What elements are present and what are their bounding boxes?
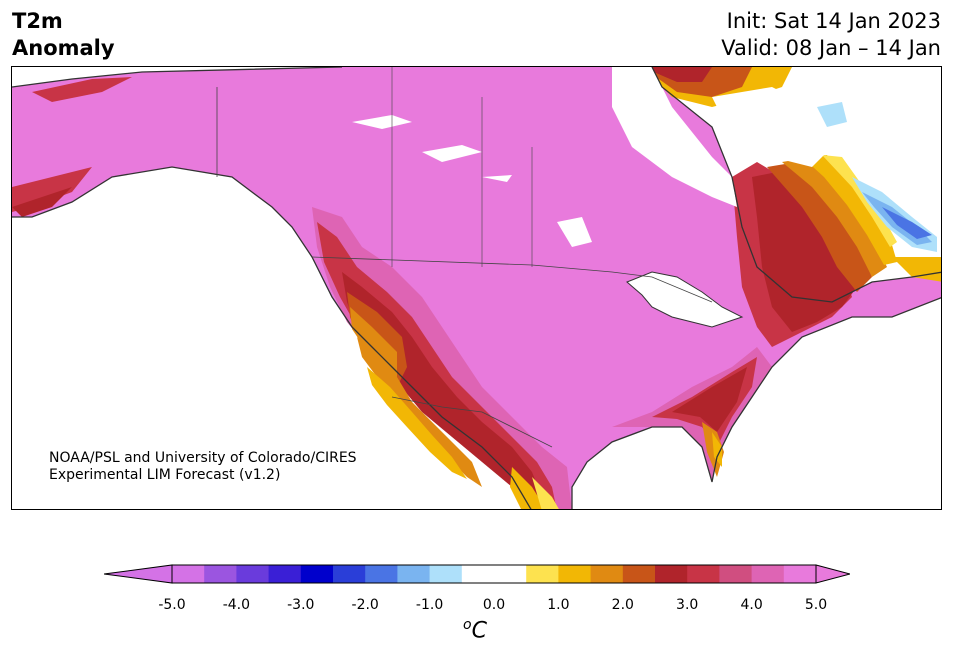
unit-letter: C [471,618,487,644]
valid-range: Valid: 08 Jan – 14 Jan [721,36,941,60]
colorbar-tick-label: 5.0 [804,597,828,613]
colorbar-tick-label: -3.0 [287,597,315,613]
colorbar-extend-max [815,564,850,584]
hudson-bay [612,67,737,207]
colorbar-tick-label: 1.0 [547,597,570,613]
colorbar-cell [590,565,624,583]
colorbar-cell [655,565,688,583]
colorbar-cells [171,564,817,584]
colorbar-cell [751,565,785,583]
map-panel [11,66,942,510]
colorbar-unit: oC [463,617,487,643]
credit-text: NOAA/PSL and University of Colorado/CIRE… [49,450,357,484]
init-date: Init: Sat 14 Jan 2023 [726,9,941,33]
us-canada-border [311,256,713,303]
colorbar-tick-label: 0.0 [482,597,506,613]
colorbar-cell [429,565,463,583]
colorbar-cell [687,565,720,583]
colorbar-cell [783,565,817,583]
colorbar-cell [365,565,398,583]
colorbar-cell [236,565,270,583]
colorbar-cell [494,565,527,583]
title-variable: T2m [12,9,63,33]
degree-symbol: o [463,617,472,633]
colorbar-tick-label: 3.0 [676,597,699,613]
credit-line-1: NOAA/PSL and University of Colorado/CIRE… [49,450,357,466]
colorbar-tick-label: -5.0 [158,597,186,613]
map-title: T2m Anomaly [12,8,115,62]
colorbar-cell [300,565,334,583]
colorbar-cell [558,565,592,583]
colorbar-extend-min [104,564,173,584]
colorbar-cell [204,565,237,583]
title-field: Anomaly [12,36,115,60]
colorbar-tick-label: -2.0 [351,597,379,613]
colorbar [104,564,850,584]
colorbar-cell [719,565,753,583]
colorbar-cell [397,565,431,583]
colorbar-tick-label: 4.0 [740,597,763,613]
us-mexico-border [391,396,553,448]
colorbar-cell [333,565,366,583]
colorbar-tick-label: -1.0 [415,597,444,613]
colorbar-cell [622,565,656,583]
great-lakes [626,271,744,328]
colorbar-cell [526,565,559,583]
colorbar-tick-label: -4.0 [222,597,251,613]
colorbar-cell [268,565,302,583]
date-info: Init: Sat 14 Jan 2023 Valid: 08 Jan – 14… [721,8,941,62]
colorbar-tick-label: 2.0 [611,597,634,613]
anomaly-map [12,67,941,509]
colorbar-cell [172,565,205,583]
credit-line-2: Experimental LIM Forecast (v1.2) [49,467,281,483]
colorbar-cell [461,565,495,583]
coastline [12,67,941,509]
